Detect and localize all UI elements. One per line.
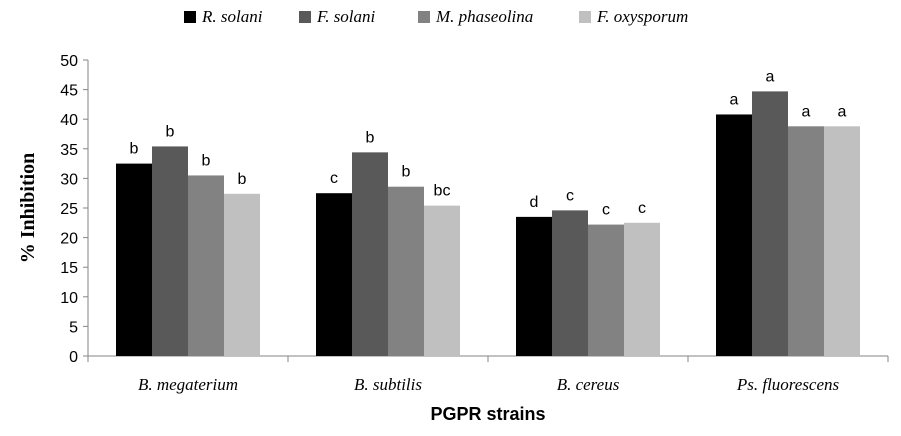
y-tick-label: 50	[60, 53, 78, 70]
y-tick-label: 30	[60, 171, 78, 188]
bar	[224, 193, 260, 356]
x-axis: B. megaterium B. subtilis B. cereus Ps. flu…	[87, 355, 889, 394]
y-tick-label: 40	[60, 112, 78, 129]
legend: R. solani F. solani M. phaseolina F. oxyspo…	[184, 7, 688, 26]
y-tick-label: 25	[60, 201, 78, 218]
bar	[116, 163, 152, 356]
significance-label: b	[402, 164, 411, 181]
x-tick-label: B. subtilis	[354, 375, 422, 394]
y-axis-title: % Inhibition	[17, 153, 39, 264]
y-tick-label: 0	[69, 349, 78, 366]
significance-label: c	[566, 187, 574, 204]
bar	[188, 175, 224, 356]
bar	[152, 146, 188, 356]
legend-label: F. oxysporum	[596, 7, 688, 26]
y-tick-label: 35	[60, 142, 78, 159]
significance-label: c	[330, 170, 338, 187]
bar	[588, 224, 624, 356]
significance-label: bc	[434, 183, 451, 200]
bar	[552, 210, 588, 356]
y-tick-label: 10	[60, 290, 78, 307]
significance-label: a	[766, 68, 775, 85]
bar	[424, 205, 460, 356]
bar	[352, 152, 388, 356]
y-tick-label: 20	[60, 231, 78, 248]
significance-label: b	[238, 171, 247, 188]
y-tick-label: 45	[60, 83, 78, 100]
legend-label: M. phaseolina	[435, 7, 533, 26]
significance-label: a	[802, 103, 811, 120]
significance-label: b	[130, 141, 139, 158]
bars	[116, 91, 860, 357]
x-tick-label: Ps. fluorescens	[736, 375, 840, 394]
significance-label: d	[530, 194, 539, 211]
legend-swatch	[418, 11, 430, 23]
bar	[316, 193, 352, 356]
legend-swatch	[579, 11, 591, 23]
y-tick-label: 15	[60, 260, 78, 277]
x-axis-title: PGPR strains	[430, 404, 545, 424]
significance-label: c	[638, 200, 646, 217]
bar	[516, 216, 552, 356]
bar	[752, 91, 788, 356]
bar	[716, 114, 752, 357]
significance-label: c	[602, 202, 610, 219]
bar	[624, 222, 660, 356]
legend-swatch	[299, 11, 311, 23]
legend-label: F. solani	[316, 7, 376, 26]
y-axis: 0 5 10 15 20 25 30 35 40 45 50	[60, 53, 89, 366]
significance-label: a	[730, 91, 739, 108]
significance-label: a	[838, 103, 847, 120]
significance-label: b	[366, 129, 375, 146]
x-tick-label: B. cereus	[557, 375, 620, 394]
y-tick-label: 5	[69, 319, 78, 336]
legend-label: R. solani	[201, 7, 263, 26]
bar	[388, 186, 424, 356]
legend-swatch	[184, 11, 196, 23]
significance-label: b	[202, 152, 211, 169]
bar	[824, 126, 860, 356]
significance-label: b	[166, 123, 175, 140]
bar	[788, 126, 824, 356]
x-tick-label: B. megaterium	[138, 375, 238, 394]
